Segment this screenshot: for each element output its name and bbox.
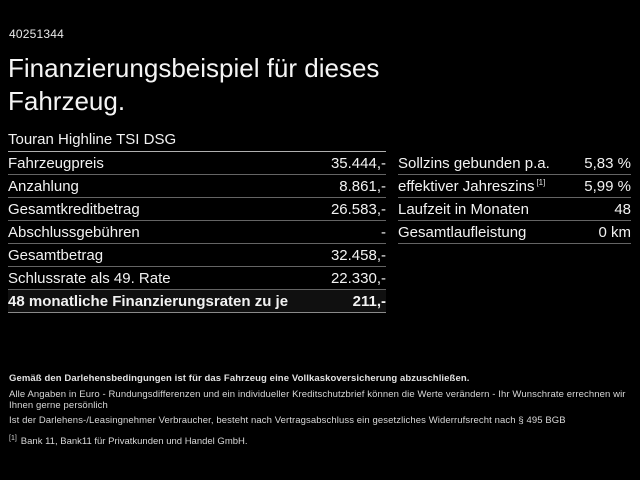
row-value: 5,83 % bbox=[584, 154, 631, 172]
row-label: Sollzins gebunden p.a. bbox=[398, 154, 550, 172]
vehicle-model-header: Touran Highline TSI DSG bbox=[8, 128, 386, 152]
table-row-fahrzeugpreis: Fahrzeugpreis 35.444,- bbox=[8, 152, 386, 175]
row-label: 48 monatliche Finanzierungsraten zu je bbox=[8, 292, 289, 310]
page-title: Finanzierungsbeispiel für dieses Fahrzeu… bbox=[8, 52, 379, 118]
table-row-effektiver-jahreszins: effektiver Jahreszins [1] 5,99 % bbox=[398, 175, 631, 198]
row-label: Gesamtbetrag bbox=[8, 246, 104, 264]
footnote-marker: [1] bbox=[536, 177, 546, 187]
disclaimer-line-2: Ist der Darlehens-/Leasingnehmer Verbrau… bbox=[9, 415, 566, 426]
table-row-gesamtkreditbetrag: Gesamtkreditbetrag 26.583,- bbox=[8, 198, 386, 221]
disclaimer-line-1: Alle Angaben in Euro - Rundungsdifferenz… bbox=[9, 389, 626, 411]
footnote-marker: [1] bbox=[9, 435, 17, 442]
row-label: Laufzeit in Monaten bbox=[398, 200, 529, 218]
row-value: 5,99 % bbox=[584, 177, 631, 195]
row-label: Gesamtlaufleistung bbox=[398, 223, 527, 241]
page-title-line1: Finanzierungsbeispiel für dieses bbox=[8, 53, 380, 83]
row-label: Schlussrate als 49. Rate bbox=[8, 269, 171, 287]
row-value: - bbox=[381, 223, 386, 241]
financing-table: Touran Highline TSI DSG Fahrzeugpreis 35… bbox=[8, 128, 386, 313]
table-row-schlussrate: Schlussrate als 49. Rate 22.330,- bbox=[8, 267, 386, 290]
row-label-text: effektiver Jahreszins bbox=[398, 177, 535, 195]
row-value: 48 bbox=[614, 200, 631, 218]
row-label: Fahrzeugpreis bbox=[8, 154, 104, 172]
row-label: Anzahlung bbox=[8, 177, 79, 195]
row-label: Abschlussgebühren bbox=[8, 223, 140, 241]
table-row-gesamtbetrag: Gesamtbetrag 32.458,- bbox=[8, 244, 386, 267]
table-row-laufzeit: Laufzeit in Monaten 48 bbox=[398, 198, 631, 221]
page-title-line2: Fahrzeug. bbox=[8, 86, 126, 116]
row-value: 22.330,- bbox=[330, 269, 386, 287]
table-row-anzahlung: Anzahlung 8.861,- bbox=[8, 175, 386, 198]
row-value: 0 km bbox=[598, 223, 631, 241]
footnote-text: Bank 11, Bank11 für Privatkunden und Han… bbox=[20, 436, 248, 448]
table-row-monatsrate: 48 monatliche Finanzierungsraten zu je 2… bbox=[8, 290, 386, 313]
table-row-abschlussgebuehren: Abschlussgebühren - bbox=[8, 221, 386, 244]
legal-footer: Gemäß den Darlehensbedingungen ist für d… bbox=[9, 373, 634, 447]
row-value: 26.583,- bbox=[330, 200, 386, 218]
row-label: Gesamtkreditbetrag bbox=[8, 200, 140, 218]
row-value: 8.861,- bbox=[339, 177, 386, 195]
insurance-notice: Gemäß den Darlehensbedingungen ist für d… bbox=[9, 373, 470, 384]
row-value: 211,- bbox=[352, 292, 386, 310]
conditions-table: Sollzins gebunden p.a. 5,83 % effektiver… bbox=[398, 152, 631, 244]
row-value: 32.458,- bbox=[330, 246, 386, 264]
vehicle-model-label: Touran Highline TSI DSG bbox=[8, 131, 177, 148]
vehicle-id: 40251344 bbox=[9, 27, 64, 41]
row-value: 35.444,- bbox=[330, 154, 386, 172]
bank-footnote: [1] Bank 11, Bank11 für Privatkunden und … bbox=[9, 435, 634, 447]
table-row-sollzins: Sollzins gebunden p.a. 5,83 % bbox=[398, 152, 631, 175]
table-row-gesamtlaufleistung: Gesamtlaufleistung 0 km bbox=[398, 221, 631, 244]
row-label: effektiver Jahreszins [1] bbox=[398, 178, 545, 195]
